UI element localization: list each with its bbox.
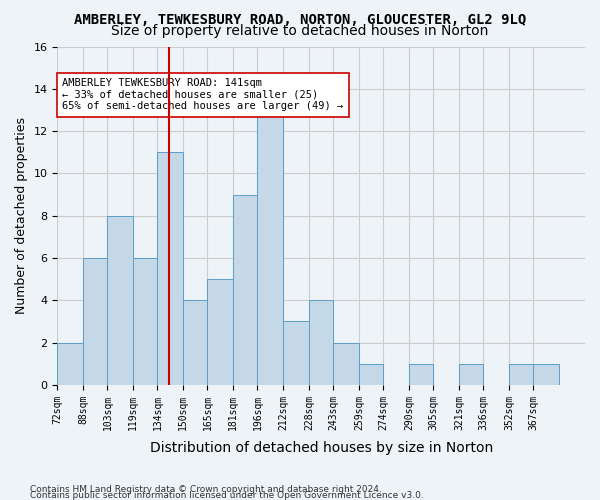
Bar xyxy=(359,364,383,385)
Text: AMBERLEY TEWKESBURY ROAD: 141sqm
← 33% of detached houses are smaller (25)
65% o: AMBERLEY TEWKESBURY ROAD: 141sqm ← 33% o… xyxy=(62,78,343,112)
Text: Contains HM Land Registry data © Crown copyright and database right 2024.: Contains HM Land Registry data © Crown c… xyxy=(30,485,382,494)
Y-axis label: Number of detached properties: Number of detached properties xyxy=(15,117,28,314)
Bar xyxy=(309,300,334,385)
Bar xyxy=(533,364,559,385)
Bar xyxy=(157,152,183,385)
Bar xyxy=(257,110,283,385)
Bar xyxy=(233,194,257,385)
Bar xyxy=(509,364,533,385)
Text: Size of property relative to detached houses in Norton: Size of property relative to detached ho… xyxy=(112,24,488,38)
Bar xyxy=(58,342,83,385)
X-axis label: Distribution of detached houses by size in Norton: Distribution of detached houses by size … xyxy=(149,441,493,455)
Text: Contains public sector information licensed under the Open Government Licence v3: Contains public sector information licen… xyxy=(30,491,424,500)
Text: AMBERLEY, TEWKESBURY ROAD, NORTON, GLOUCESTER, GL2 9LQ: AMBERLEY, TEWKESBURY ROAD, NORTON, GLOUC… xyxy=(74,12,526,26)
Bar xyxy=(283,322,309,385)
Bar xyxy=(334,342,359,385)
Bar xyxy=(459,364,484,385)
Bar xyxy=(409,364,433,385)
Bar xyxy=(183,300,208,385)
Bar xyxy=(83,258,107,385)
Bar xyxy=(133,258,157,385)
Bar xyxy=(208,279,233,385)
Bar xyxy=(107,216,133,385)
